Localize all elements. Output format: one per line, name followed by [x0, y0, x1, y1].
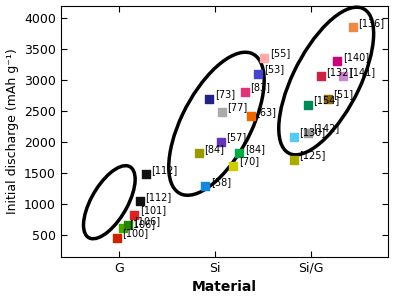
Point	[247, 114, 254, 118]
Text: [112]: [112]	[145, 192, 172, 202]
Text: [140]: [140]	[343, 52, 369, 62]
Text: [70]: [70]	[239, 156, 259, 167]
Text: [58]: [58]	[211, 177, 231, 187]
Text: [106]: [106]	[129, 219, 155, 229]
Point	[195, 151, 202, 156]
Point	[242, 89, 248, 94]
Point	[291, 157, 297, 162]
Text: [141]: [141]	[349, 67, 375, 77]
Text: [100]: [100]	[122, 228, 149, 239]
Text: [130]: [130]	[299, 127, 326, 137]
Point	[137, 199, 143, 203]
Text: [83]: [83]	[251, 82, 270, 92]
Text: [53]: [53]	[264, 64, 284, 74]
Point	[349, 25, 356, 30]
Text: [112]: [112]	[151, 165, 177, 175]
Text: [136]: [136]	[359, 18, 385, 28]
Point	[230, 164, 236, 168]
Point	[217, 139, 224, 144]
Text: [132]: [132]	[327, 67, 353, 77]
Text: [63]: [63]	[256, 107, 276, 117]
Point	[255, 71, 262, 76]
Text: [51]: [51]	[333, 89, 353, 99]
Text: [77]: [77]	[227, 102, 247, 112]
Point	[131, 212, 137, 217]
Text: [101]: [101]	[139, 206, 166, 215]
Text: [142]: [142]	[313, 124, 339, 134]
Point	[261, 55, 267, 60]
Point	[291, 134, 297, 139]
X-axis label: Material: Material	[192, 280, 257, 294]
Text: [57]: [57]	[226, 132, 247, 142]
Text: [84]: [84]	[245, 144, 265, 154]
Point	[236, 151, 242, 156]
Point	[206, 96, 212, 101]
Text: [106]: [106]	[134, 216, 160, 226]
Point	[304, 103, 310, 107]
Point	[120, 226, 126, 231]
Text: [84]: [84]	[204, 144, 224, 154]
Y-axis label: Initial discharge (mAh g⁻¹): Initial discharge (mAh g⁻¹)	[6, 48, 19, 214]
Point	[325, 96, 331, 101]
Text: [125]: [125]	[299, 150, 326, 160]
Point	[340, 74, 346, 79]
Point	[143, 172, 149, 177]
Point	[304, 130, 310, 135]
Point	[125, 223, 132, 228]
Text: [55]: [55]	[270, 48, 290, 58]
Point	[334, 59, 340, 64]
Text: [154]: [154]	[313, 95, 339, 106]
Point	[202, 184, 208, 189]
Point	[318, 74, 324, 79]
Text: [73]: [73]	[215, 89, 235, 99]
Point	[219, 109, 225, 114]
Point	[113, 236, 120, 240]
